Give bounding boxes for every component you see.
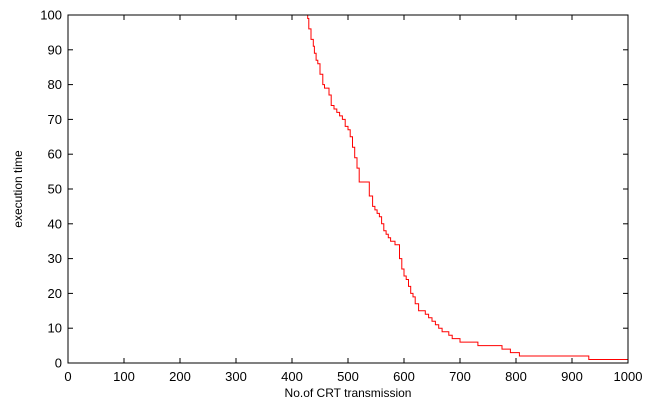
y-tick-label: 0 [55,356,62,371]
plot-frame [67,14,629,364]
x-axis-label: No.of CRT transmission [285,386,412,400]
y-tick-label: 50 [48,182,62,197]
y-tick-label: 20 [48,286,62,301]
x-tick-label: 500 [337,369,359,384]
y-tick-label: 80 [48,77,62,92]
x-tick-label: 0 [64,369,71,384]
x-tick-label: 1000 [614,369,643,384]
x-tick-label: 700 [449,369,471,384]
y-tick-label: 40 [48,216,62,231]
y-tick-label: 30 [48,251,62,266]
y-tick-label: 70 [48,112,62,127]
x-tick-label: 600 [393,369,415,384]
x-tick-label: 900 [561,369,583,384]
x-tick-label: 100 [113,369,135,384]
series-line [68,14,628,360]
x-tick-label: 200 [169,369,191,384]
x-tick-label: 800 [505,369,527,384]
y-tick-label: 100 [40,8,62,23]
y-tick-label: 60 [48,147,62,162]
x-tick-label: 300 [225,369,247,384]
y-axis-label: execution time [11,150,25,228]
x-tick-label: 400 [281,369,303,384]
y-tick-label: 10 [48,321,62,336]
y-tick-label: 90 [48,42,62,57]
